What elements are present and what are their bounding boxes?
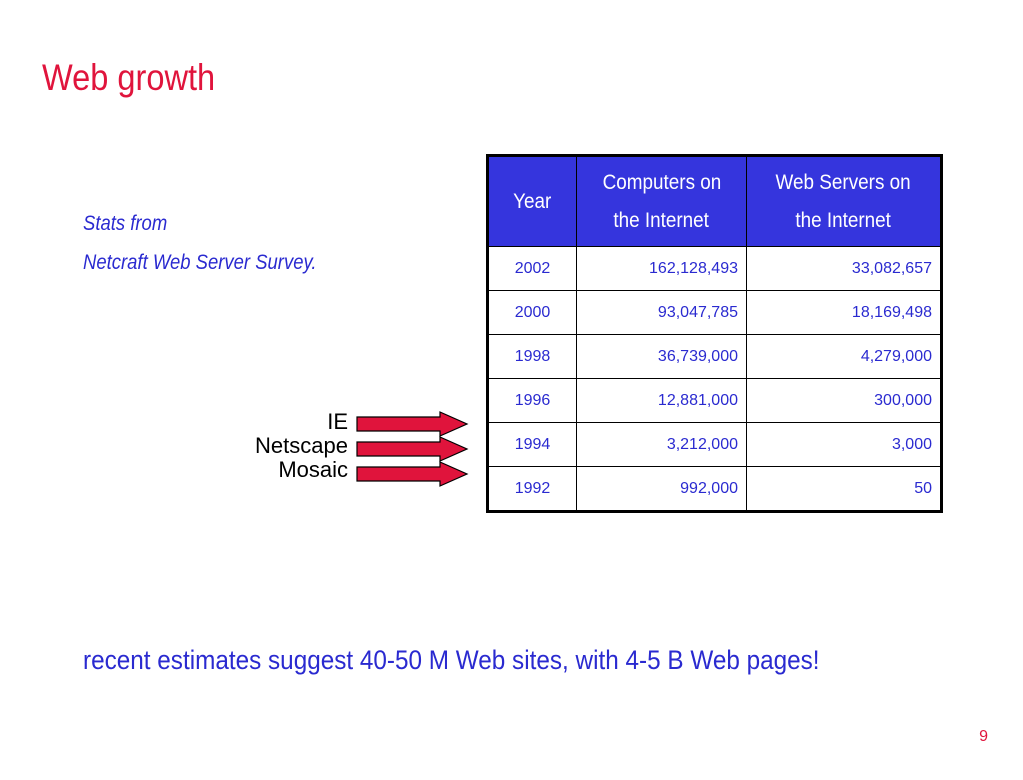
- cell-year: 2000: [487, 290, 577, 335]
- table-row: 1994 3,212,000 3,000: [487, 422, 942, 467]
- cell-year: 1994: [487, 422, 577, 467]
- cell-computers: 36,739,000: [576, 334, 747, 379]
- cell-year: 1996: [487, 378, 577, 423]
- source-note-line: Netcraft Web Server Survey.: [83, 251, 317, 274]
- browser-label-ie: IE: [327, 409, 348, 434]
- web-growth-table: Year Computers on the Internet Web Serve…: [486, 154, 943, 513]
- source-note: Stats from Netcraft Web Server Survey.: [83, 204, 316, 282]
- table-row: 2002 162,128,493 33,082,657: [487, 246, 942, 291]
- table-row: 1998 36,739,000 4,279,000: [487, 334, 942, 379]
- cell-servers: 4,279,000: [746, 334, 942, 379]
- browser-labels: IE Netscape Mosaic: [200, 410, 348, 482]
- table-row: 1996 12,881,000 300,000: [487, 378, 942, 423]
- cell-computers: 3,212,000: [576, 422, 747, 467]
- cell-computers: 93,047,785: [576, 290, 747, 335]
- header-servers: Web Servers on the Internet: [746, 155, 942, 247]
- header-year: Year: [487, 155, 577, 247]
- browser-label-mosaic: Mosaic: [278, 457, 348, 482]
- browser-arrows: [356, 411, 469, 487]
- arrow-right-icon: [356, 461, 469, 487]
- slide-title: Web growth: [42, 57, 216, 98]
- cell-servers: 3,000: [746, 422, 942, 467]
- arrow-right-icon: [356, 411, 469, 437]
- cell-computers: 12,881,000: [576, 378, 747, 423]
- cell-year: 1992: [487, 466, 577, 512]
- source-note-line: Stats from: [83, 212, 168, 235]
- table-row: 1992 992,000 50: [487, 466, 942, 512]
- cell-computers: 162,128,493: [576, 246, 747, 291]
- cell-servers: 300,000: [746, 378, 942, 423]
- cell-computers: 992,000: [576, 466, 747, 512]
- cell-servers: 50: [746, 466, 942, 512]
- table-row: 2000 93,047,785 18,169,498: [487, 290, 942, 335]
- page-number: 9: [979, 728, 988, 745]
- estimates-note: recent estimates suggest 40-50 M Web sit…: [83, 645, 820, 675]
- browser-label-netscape: Netscape: [255, 433, 348, 458]
- cell-year: 1998: [487, 334, 577, 379]
- cell-year: 2002: [487, 246, 577, 291]
- header-computers: Computers on the Internet: [576, 155, 747, 247]
- cell-servers: 33,082,657: [746, 246, 942, 291]
- table-header-row: Year Computers on the Internet Web Serve…: [487, 155, 942, 247]
- arrow-right-icon: [356, 436, 469, 462]
- cell-servers: 18,169,498: [746, 290, 942, 335]
